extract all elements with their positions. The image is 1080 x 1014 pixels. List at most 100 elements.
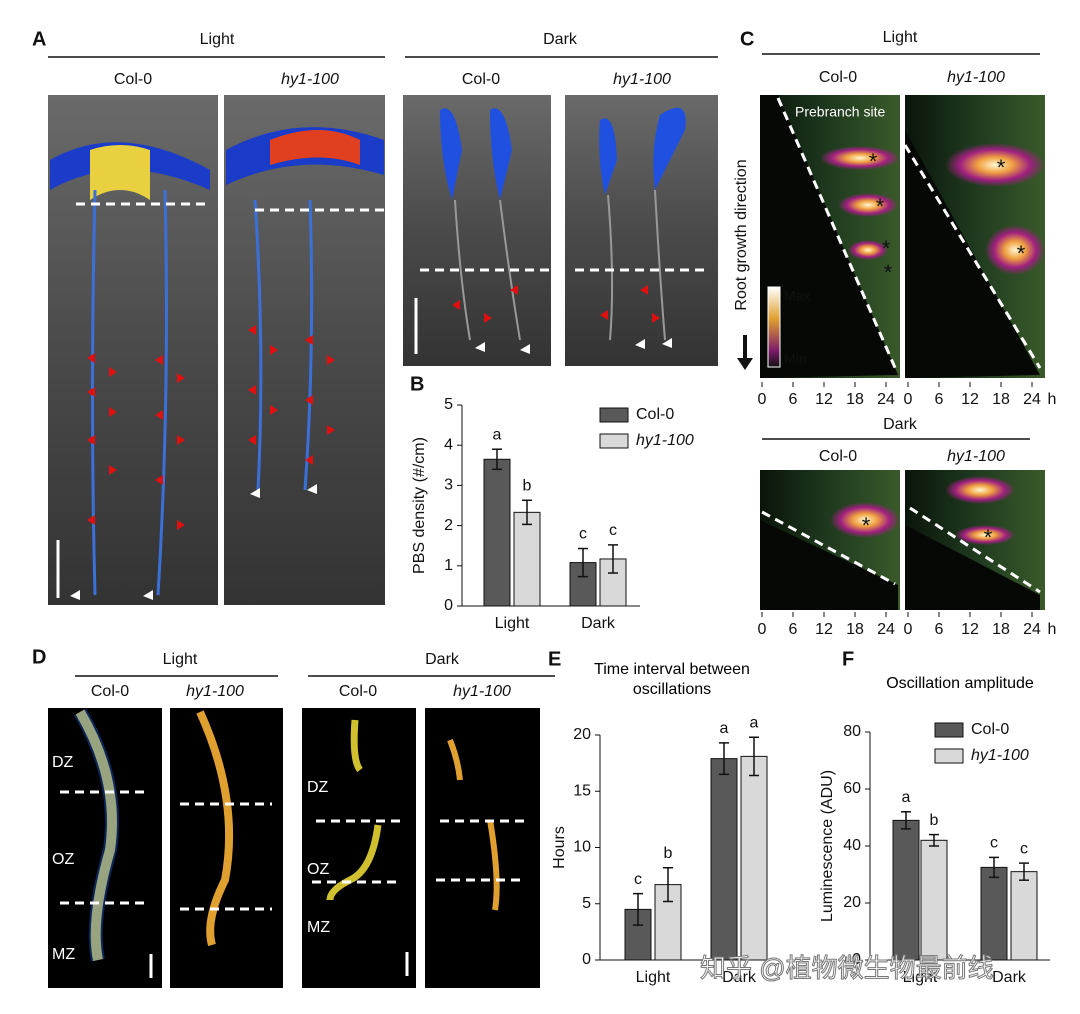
x-tick-label: 12 xyxy=(815,621,833,638)
marker: * xyxy=(1017,241,1026,266)
column-title: hy1-100 xyxy=(947,69,1005,86)
y-tick-label: 4 xyxy=(444,436,453,453)
column-title: Col-0 xyxy=(114,71,152,88)
panel-label: B xyxy=(410,373,424,395)
significance-letter: c xyxy=(990,835,998,852)
error-bar xyxy=(492,448,502,471)
error-bar xyxy=(749,736,759,777)
y-axis-label: Luminescence (ADU) xyxy=(819,770,836,922)
marker: * xyxy=(876,194,885,219)
x-tick-label: 24 xyxy=(1023,621,1041,638)
y-tick-label: 20 xyxy=(843,894,861,911)
significance-letter: c xyxy=(634,871,642,888)
legend-label: hy1-100 xyxy=(971,747,1029,764)
y-tick-label: 80 xyxy=(843,723,861,740)
error-bar xyxy=(633,892,643,926)
y-tick-label: 60 xyxy=(843,780,861,797)
legend-label: Col-0 xyxy=(971,721,1009,738)
panel-label: E xyxy=(548,648,561,670)
bar xyxy=(980,866,1008,961)
axis-label: Root growth direction xyxy=(733,159,750,310)
x-unit: h xyxy=(1048,391,1057,408)
x-tick-label: Dark xyxy=(992,969,1027,986)
annotation: Prebranch site xyxy=(795,104,885,120)
y-tick-label: 10 xyxy=(573,839,591,856)
y-axis-label: PBS density (#/cm) xyxy=(411,437,428,574)
bar xyxy=(1010,871,1038,961)
error-bar xyxy=(719,742,729,776)
bar xyxy=(483,458,511,607)
significance-letter: b xyxy=(523,477,532,494)
x-tick-label: Dark xyxy=(581,615,616,632)
error-bar xyxy=(522,499,532,526)
significance-letter: b xyxy=(664,845,673,862)
group-title: Light xyxy=(883,29,918,46)
y-tick-label: 2 xyxy=(444,517,453,534)
column-title: hy1-100 xyxy=(613,71,671,88)
legend-swatch xyxy=(599,407,629,423)
group-title: Dark xyxy=(883,416,918,433)
column-title: hy1-100 xyxy=(453,683,511,700)
bar xyxy=(710,758,738,961)
marker: * xyxy=(997,155,1006,180)
marker: * xyxy=(882,236,891,261)
bar xyxy=(513,511,541,607)
x-tick-label: 18 xyxy=(992,621,1010,638)
x-tick-label: 18 xyxy=(846,391,864,408)
x-tick-label: 6 xyxy=(935,621,944,638)
x-tick-label: 12 xyxy=(961,391,979,408)
x-tick-label: 0 xyxy=(758,621,767,638)
group-title: Light xyxy=(200,31,235,48)
x-tick-label: Dark xyxy=(722,969,757,986)
significance-letter: a xyxy=(493,426,502,443)
zone-label: MZ xyxy=(307,919,330,936)
root-images xyxy=(48,95,718,605)
zone-label: DZ xyxy=(307,779,329,796)
kymograph-axes: 0 6 12 18 24 0 6 12 18 24 h 0 6 12 18 24 0 6 12 18 24 h xyxy=(758,382,1057,638)
kymographs xyxy=(737,95,1045,610)
watermark: 知乎 @植物微生物最前线 xyxy=(700,953,994,983)
column-title: Col-0 xyxy=(819,69,857,86)
x-tick-label: 0 xyxy=(904,621,913,638)
y-tick-label: 5 xyxy=(582,895,591,912)
error-bar xyxy=(901,811,911,830)
error-bar xyxy=(663,867,673,903)
x-tick-label: 24 xyxy=(877,391,895,408)
y-tick-label: 3 xyxy=(444,477,453,494)
significance-letter: a xyxy=(750,714,759,731)
zone-label: MZ xyxy=(52,946,75,963)
bar xyxy=(654,884,682,961)
x-tick-label: Light xyxy=(903,969,938,986)
bar xyxy=(920,839,948,961)
scale-label: Min xyxy=(784,351,807,367)
zone-label: OZ xyxy=(52,851,74,868)
x-tick-label: 0 xyxy=(758,391,767,408)
column-title: hy1-100 xyxy=(186,683,244,700)
error-bar xyxy=(929,833,939,847)
x-tick-label: 6 xyxy=(935,391,944,408)
significance-letter: c xyxy=(609,522,617,539)
error-bar xyxy=(578,547,588,578)
x-tick-label: 12 xyxy=(961,621,979,638)
y-tick-label: 15 xyxy=(573,782,591,799)
error-bar xyxy=(989,856,999,879)
column-title: Col-0 xyxy=(339,683,377,700)
y-tick-label: 0 xyxy=(582,951,591,968)
legend-label: hy1-100 xyxy=(636,432,694,449)
chart-title-box: Time interval between oscillations xyxy=(594,661,750,698)
x-tick-label: Light xyxy=(495,615,530,632)
legend-swatch xyxy=(934,722,964,738)
y-tick-label: 5 xyxy=(444,396,453,413)
y-tick-label: 40 xyxy=(843,837,861,854)
significance-letter: a xyxy=(902,789,911,806)
legend-swatch xyxy=(934,748,964,764)
x-tick-label: 12 xyxy=(815,391,833,408)
significance-letter: b xyxy=(930,812,939,829)
y-tick-label: 0 xyxy=(444,597,453,614)
marker: * xyxy=(869,149,878,174)
marker: * xyxy=(984,525,993,550)
chart-title: Time interval between oscillations xyxy=(594,661,750,698)
charts: B 0 12 3 4 5 PBS density (#/cm) Light Dark a c Col-… xyxy=(410,373,1050,986)
x-tick-label: 6 xyxy=(789,391,798,408)
